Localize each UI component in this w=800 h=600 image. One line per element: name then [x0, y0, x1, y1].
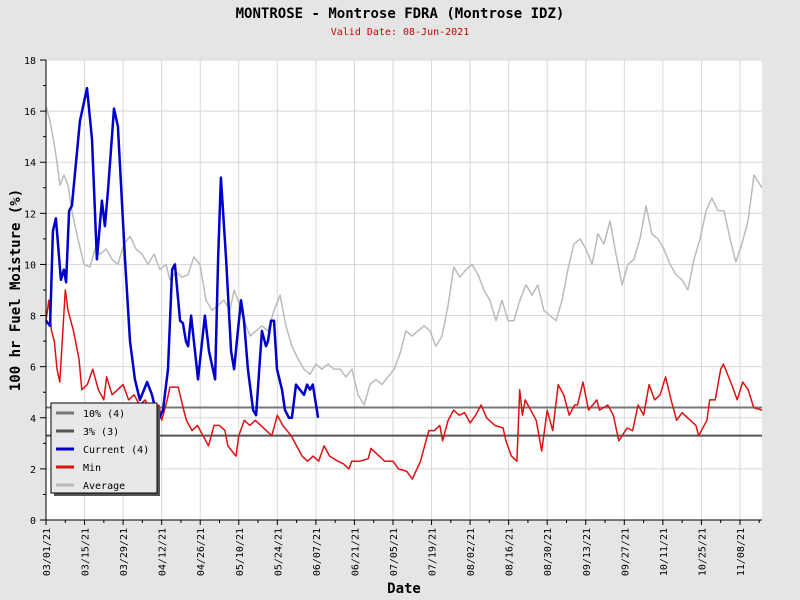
x-tick-label: 10/25/21: [697, 528, 708, 576]
legend: 10% (4) 3% (3) Current (4) Min Average: [50, 402, 160, 496]
y-tick-label: 6: [30, 363, 36, 374]
x-tick-label: 03/29/21: [119, 528, 130, 576]
series-line-current-4: [45, 86, 320, 422]
y-ticks: 0 2 4 6 8 10 12 14 16 18: [24, 56, 46, 527]
series-line-average: [45, 105, 763, 406]
x-ticks: 03/01/21 03/15/21 03/29/21 04/12/21 04/26/21…: [42, 520, 760, 576]
x-tick-label: 10/11/21: [659, 528, 670, 576]
legend-label: Min: [83, 463, 101, 474]
x-tick-label: 07/19/21: [428, 528, 439, 576]
x-tick-label: 03/15/21: [81, 528, 92, 576]
chart-title: MONTROSE - Montrose FDRA (Montrose IDZ): [235, 6, 565, 22]
y-tick-label: 12: [24, 209, 36, 220]
legend-label: Current (4): [83, 445, 149, 456]
y-axis-label: 100 hr Fuel Moisture (%): [8, 189, 24, 391]
x-axis-label: Date: [387, 581, 421, 597]
x-tick-label: 06/21/21: [350, 528, 361, 576]
x-tick-label: 08/02/21: [466, 528, 477, 576]
y-tick-label: 8: [30, 312, 36, 323]
legend-label: Average: [83, 481, 125, 492]
x-tick-label: 09/27/21: [620, 528, 631, 576]
x-tick-label: 07/05/21: [389, 528, 400, 576]
x-tick-label: 05/10/21: [235, 528, 246, 576]
series-lines: [45, 86, 763, 480]
x-tick-label: 04/12/21: [158, 528, 169, 576]
y-tick-label: 16: [24, 107, 36, 118]
y-tick-label: 10: [24, 260, 36, 271]
legend-label: 3% (3): [83, 427, 119, 438]
y-tick-label: 4: [30, 414, 36, 425]
legend-label: 10% (4): [83, 409, 125, 420]
x-tick-label: 06/07/21: [312, 528, 323, 576]
y-tick-label: 0: [30, 516, 36, 527]
x-tick-label: 03/01/21: [42, 528, 53, 576]
grid: [46, 59, 762, 520]
x-tick-label: 08/30/21: [543, 528, 554, 576]
plot-area: [46, 60, 762, 520]
x-tick-label: 04/26/21: [196, 528, 207, 576]
series-line-min: [45, 289, 763, 480]
x-tick-label: 09/13/21: [582, 528, 593, 576]
x-tick-label: 11/08/21: [736, 528, 747, 576]
chart-subtitle: Valid Date: 08-Jun-2021: [330, 27, 470, 38]
y-tick-label: 14: [24, 158, 36, 169]
x-tick-label: 05/24/21: [273, 528, 284, 576]
x-tick-label: 08/16/21: [505, 528, 516, 576]
y-tick-label: 18: [24, 56, 36, 67]
y-tick-label: 2: [30, 465, 36, 476]
